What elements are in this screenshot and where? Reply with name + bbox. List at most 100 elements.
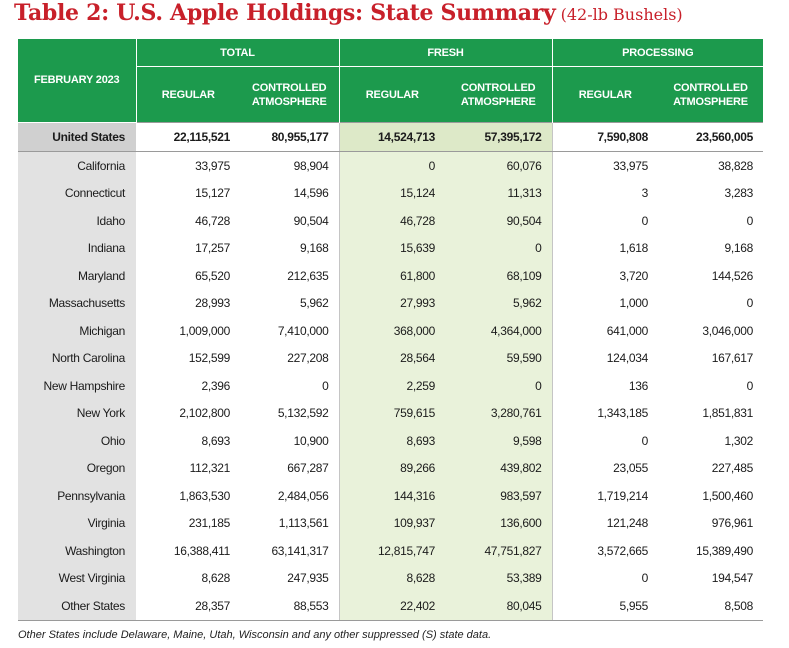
cell-fresh-regular: 8,628 [338,564,445,592]
cell-processing-controlled-atmosphere: 38,828 [718,158,754,173]
cell-fresh-controlled-atmosphere: 439,802 [445,454,552,482]
row-state-label: United States [18,122,136,152]
cell-total-regular: 28,993 [195,296,230,311]
cell-processing-regular: 0 [551,427,658,455]
table-row: Maryland 65,520 212,635 61,800 68,109 3,720 14… [18,262,763,290]
cell-total-regular: 231,185 [188,516,231,531]
cell-total-controlled-atmosphere: 2,484,056 [277,488,329,503]
table-row: West Virginia 8,628 247,935 8,628 53,389 0 194… [18,564,763,592]
cell-total-controlled-atmosphere: 1,113,561 [278,516,329,531]
header-ca-line1: CONTROLLED [252,81,327,94]
header-total-regular: REGULAR [135,66,240,123]
table-row: Other States 28,357 88,553 22,402 80,045 5,95… [18,592,764,621]
row-state-label: Pennsylvania [18,482,136,510]
cell-processing-controlled-atmosphere: 8,508 [658,592,764,621]
cell-processing-controlled-atmosphere: 194,547 [711,571,754,586]
table-row: Idaho 46,728 90,504 46,728 90,504 0 0 [18,207,763,235]
cell-fresh-regular: 2,259 [338,372,445,400]
cell-total-regular: 65,520 [195,268,230,283]
table-row: Washington 16,388,411 63,141,317 12,815,747… [18,537,763,565]
cell-fresh-regular: 27,993 [338,289,445,317]
cell-fresh-regular: 8,693 [338,427,445,455]
row-state-label: Washington [18,537,136,565]
cell-processing-regular: 641,000 [551,317,658,345]
cell-total-regular: 152,599 [188,351,231,366]
cell-processing-controlled-atmosphere: 3,283 [724,186,754,201]
cell-fresh-regular: 12,815,747 [338,537,445,565]
cell-processing-regular: 121,248 [551,509,658,537]
cell-fresh-regular: 0 [338,151,445,180]
table-row: Michigan 1,009,000 7,410,000 368,000 4,364,0… [18,317,763,345]
header-group-fresh: FRESH [338,39,552,67]
cell-total-regular: 2,102,800 [179,406,230,421]
cell-fresh-regular: 46,728 [338,207,445,235]
table-row: Connecticut 15,127 14,596 15,124 11,313 3 3,28… [18,179,763,207]
table-header: FEBRUARY 2023 TOTAL FRESH PROCESSING REG… [18,39,764,123]
cell-total-controlled-atmosphere: 90,504 [293,213,329,228]
cell-total-controlled-atmosphere: 14,596 [293,186,329,201]
header-fresh-regular: REGULAR [338,66,445,123]
cell-processing-regular: 23,055 [551,454,658,482]
row-state-label: Massachusetts [18,289,136,317]
table-title: Table 2: U.S. Apple Holdings: State Summ… [14,0,683,30]
cell-fresh-controlled-atmosphere: 90,504 [445,207,552,235]
apple-holdings-table: FEBRUARY 2023 TOTAL FRESH PROCESSING REG… [18,39,764,621]
cell-processing-controlled-atmosphere: 0 [746,213,754,228]
cell-fresh-regular: 28,564 [338,344,445,372]
cell-processing-regular: 3,720 [551,262,658,290]
cell-fresh-controlled-atmosphere: 53,389 [445,564,552,592]
table-row: Oregon 112,321 667,287 89,266 439,802 23,055 2… [18,454,763,482]
cell-processing-controlled-atmosphere: 144,526 [711,268,754,283]
cell-total-regular: 1,009,000 [179,323,230,338]
cell-total-controlled-atmosphere: 9,168 [299,241,329,256]
table-title-units: (42-lb Bushels) [560,5,683,24]
cell-processing-regular: 124,034 [551,344,658,372]
cell-processing-regular: 0 [551,564,658,592]
cell-processing-controlled-atmosphere: 1,851,831 [702,406,754,421]
row-state-label: Maryland [18,262,136,290]
cell-processing-controlled-atmosphere: 3,046,000 [702,323,754,338]
cell-fresh-controlled-atmosphere: 68,109 [445,262,552,290]
table-row: Virginia 231,185 1,113,561 109,937 136,600 12… [18,509,763,537]
cell-processing-regular: 1,000 [551,289,658,317]
cell-total-controlled-atmosphere: 80,955,177 [240,122,339,152]
cell-total-controlled-atmosphere: 63,141,317 [271,543,329,558]
cell-processing-controlled-atmosphere: 227,485 [711,461,754,476]
row-state-label: Connecticut [18,179,136,207]
header-ca-line1: CONTROLLED [673,81,748,94]
table-title-main: Table 2: U.S. Apple Holdings: State Summ… [14,0,556,26]
cell-total-controlled-atmosphere: 667,287 [287,461,329,476]
row-state-label: Indiana [18,234,136,262]
cell-total-controlled-atmosphere: 227,208 [287,351,329,366]
footnote: Other States include Delaware, Maine, Ut… [18,629,492,641]
cell-fresh-regular: 368,000 [338,317,445,345]
cell-total-controlled-atmosphere: 5,962 [299,296,329,311]
cell-fresh-regular: 15,124 [338,179,445,207]
cell-fresh-controlled-atmosphere: 47,751,827 [445,537,552,565]
cell-processing-controlled-atmosphere: 15,389,490 [695,543,754,558]
cell-processing-controlled-atmosphere: 0 [746,296,754,311]
cell-fresh-controlled-atmosphere: 4,364,000 [445,317,552,345]
cell-total-regular: 46,728 [195,213,230,228]
table-row: North Carolina 152,599 227,208 28,564 59,590… [18,344,763,372]
cell-total-controlled-atmosphere: 212,635 [287,268,329,283]
cell-fresh-regular: 759,615 [338,399,445,427]
cell-total-regular: 1,863,530 [179,488,230,503]
cell-fresh-controlled-atmosphere: 60,076 [445,151,552,180]
header-fresh-controlled-atmosphere: CONTROLLED ATMOSPHERE [445,66,552,123]
cell-processing-regular: 0 [551,207,658,235]
cell-total-controlled-atmosphere: 10,900 [293,433,329,448]
row-state-label: California [18,151,136,180]
cell-fresh-controlled-atmosphere: 5,962 [445,289,552,317]
cell-processing-regular: 136 [551,372,658,400]
table-row: California 33,975 98,904 0 60,076 33,975 38,82… [18,151,763,180]
row-state-label: Idaho [18,207,136,235]
row-state-label: Michigan [18,317,136,345]
cell-total-controlled-atmosphere: 7,410,000 [277,323,329,338]
cell-fresh-regular: 144,316 [338,482,445,510]
cell-fresh-regular: 89,266 [338,454,445,482]
header-group-processing: PROCESSING [551,39,764,67]
cell-fresh-regular: 15,639 [338,234,445,262]
table-row: Ohio 8,693 10,900 8,693 9,598 0 1,302 [18,427,763,455]
cell-processing-controlled-atmosphere: 0 [746,378,754,393]
